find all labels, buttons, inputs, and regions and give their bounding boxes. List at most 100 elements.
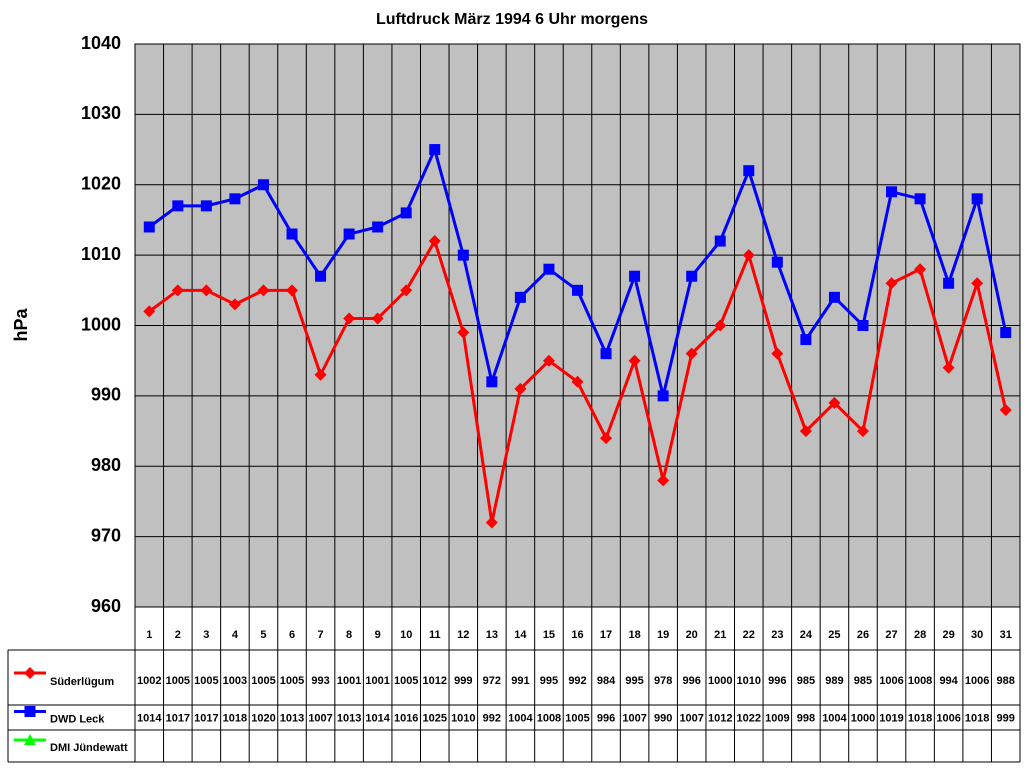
table-value: 990 <box>654 712 672 724</box>
table-value: 1013 <box>280 712 304 724</box>
table-value: 1000 <box>708 675 732 687</box>
table-value: 993 <box>311 675 329 687</box>
marker <box>914 263 927 276</box>
table-value: 1005 <box>394 675 418 687</box>
marker <box>629 270 641 282</box>
y-tick-label: 1040 <box>81 33 121 53</box>
table-value: 1018 <box>223 712 247 724</box>
marker <box>400 284 413 297</box>
x-tick-label: 28 <box>914 629 926 641</box>
x-tick-label: 18 <box>628 629 640 641</box>
table-value: 1003 <box>223 675 247 687</box>
table-value: 1017 <box>166 712 190 724</box>
marker <box>542 354 555 367</box>
x-tick-label: 2 <box>175 629 181 641</box>
table-value: 995 <box>540 675 558 687</box>
table-value: 1025 <box>423 712 447 724</box>
table-value: 998 <box>797 712 815 724</box>
marker <box>771 347 784 360</box>
table-value: 1012 <box>423 675 447 687</box>
table-value: 1022 <box>737 712 761 724</box>
marker <box>372 221 384 233</box>
table-value: 1019 <box>879 712 903 724</box>
table-value: 1005 <box>565 712 589 724</box>
marker <box>971 193 983 205</box>
marker <box>143 305 156 318</box>
marker <box>229 193 241 205</box>
x-tick-label: 1 <box>146 629 152 641</box>
y-tick-label: 1010 <box>81 244 121 264</box>
legend-label: Süderlügum <box>50 676 114 688</box>
table-value: 1010 <box>737 675 761 687</box>
table-value: 1005 <box>280 675 304 687</box>
x-tick-label: 23 <box>771 629 783 641</box>
marker <box>543 263 555 275</box>
marker <box>657 474 670 487</box>
table-value: 1001 <box>365 675 389 687</box>
marker <box>371 312 384 325</box>
marker <box>885 277 898 290</box>
table-value: 1000 <box>851 712 875 724</box>
table-value: 1001 <box>337 675 361 687</box>
marker <box>200 200 212 212</box>
legend-label: DMI Jündewatt <box>50 742 128 754</box>
table-value: 996 <box>597 712 615 724</box>
x-tick-label: 12 <box>457 629 469 641</box>
marker <box>314 368 327 381</box>
table-value: 1016 <box>394 712 418 724</box>
table-value: 1014 <box>365 712 390 724</box>
marker <box>343 312 356 325</box>
table-value: 985 <box>797 675 815 687</box>
table-value: 985 <box>854 675 872 687</box>
marker <box>857 320 869 331</box>
marker <box>657 390 669 402</box>
x-tick-label: 3 <box>203 629 209 641</box>
marker <box>942 361 955 374</box>
table-value: 1013 <box>337 712 361 724</box>
x-tick-label: 9 <box>375 629 381 641</box>
table-value: 994 <box>939 675 958 687</box>
y-tick-label: 980 <box>91 455 121 475</box>
table-value: 1004 <box>508 712 533 724</box>
table-value: 978 <box>654 675 672 687</box>
marker <box>828 291 840 303</box>
table-value: 1017 <box>194 712 218 724</box>
marker <box>742 249 755 262</box>
table-value: 1005 <box>166 675 190 687</box>
table-value: 1007 <box>679 712 703 724</box>
x-tick-label: 31 <box>1000 629 1012 641</box>
table-value: 992 <box>483 712 501 724</box>
x-tick-label: 5 <box>260 629 266 641</box>
table-value: 1006 <box>965 675 989 687</box>
x-tick-label: 16 <box>571 629 583 641</box>
table-value: 1020 <box>251 712 275 724</box>
marker <box>714 319 727 332</box>
marker <box>999 403 1012 416</box>
marker <box>400 207 412 219</box>
x-tick-label: 30 <box>971 629 983 641</box>
marker <box>24 706 36 717</box>
marker <box>24 667 36 679</box>
marker <box>628 354 641 367</box>
table-value: 1006 <box>879 675 903 687</box>
table-value: 999 <box>997 712 1015 724</box>
y-tick-label: 990 <box>91 385 121 405</box>
x-tick-label: 24 <box>800 629 813 641</box>
marker <box>486 376 498 388</box>
x-tick-label: 4 <box>232 629 239 641</box>
x-tick-label: 20 <box>686 629 698 641</box>
marker <box>172 200 184 212</box>
marker <box>24 734 36 745</box>
marker <box>914 193 926 205</box>
marker <box>143 221 155 233</box>
x-tick-label: 11 <box>429 629 441 641</box>
marker <box>800 334 812 346</box>
marker <box>828 396 841 409</box>
marker <box>600 348 612 360</box>
table-value: 995 <box>625 675 643 687</box>
table-value: 1009 <box>765 712 789 724</box>
table-value: 992 <box>568 675 586 687</box>
y-tick-label: 970 <box>91 525 121 545</box>
marker <box>257 284 270 297</box>
table-value: 1018 <box>908 712 932 724</box>
